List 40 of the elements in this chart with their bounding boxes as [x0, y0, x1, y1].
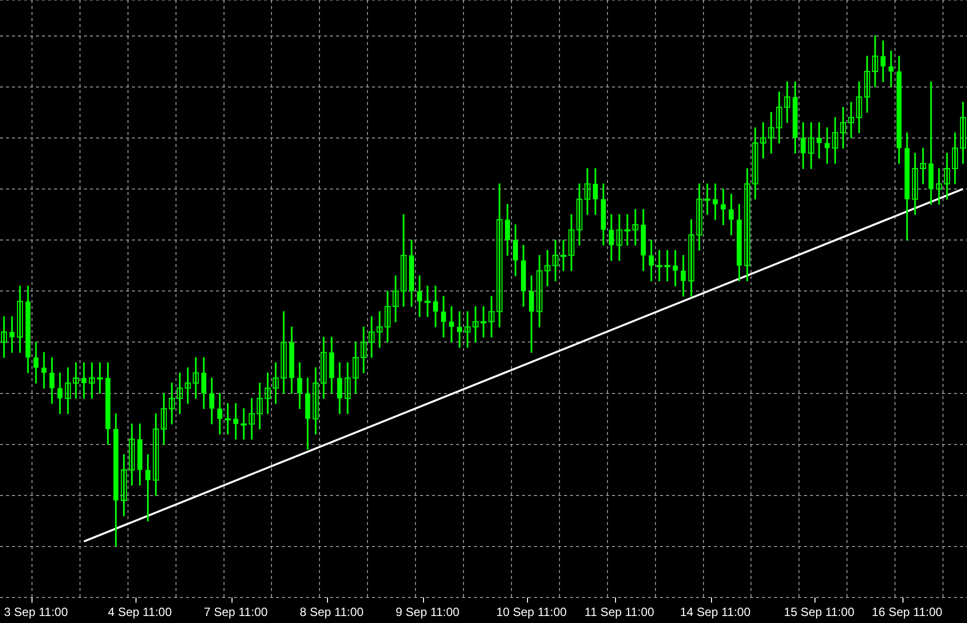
x-tick-label: 4 Sep 11:00 [108, 605, 172, 620]
candlestick [64, 367, 71, 414]
candlestick [417, 275, 422, 318]
x-tick-label: 3 Sep 11:00 [4, 605, 68, 620]
candlestick [41, 352, 46, 389]
candlestick [472, 306, 479, 343]
candlestick [552, 240, 558, 282]
x-tick-label: 8 Sep 11:00 [300, 605, 364, 620]
x-tick-label: 16 Sep 11:00 [872, 605, 943, 620]
candlestick [424, 286, 431, 318]
candlestick [449, 306, 454, 343]
x-tick-label: 7 Sep 11:00 [204, 605, 268, 620]
candlestick [920, 148, 926, 184]
candlestick [888, 50, 894, 88]
candlestick [496, 184, 502, 328]
candlestick [960, 102, 966, 164]
candlestick [57, 372, 62, 414]
candlestick [928, 81, 934, 205]
candlestick [72, 362, 79, 399]
candlestick [457, 311, 462, 348]
candlestick [936, 168, 942, 205]
candlestick [33, 342, 38, 384]
candlestick [944, 152, 950, 200]
candlestick [441, 296, 446, 338]
x-tick-label: 11 Sep 11:00 [584, 605, 654, 620]
candlestick [9, 316, 14, 353]
candlestick [480, 306, 486, 338]
candlestick [536, 255, 542, 328]
x-tick-label: 9 Sep 11:00 [396, 605, 460, 620]
candlestick [912, 152, 918, 215]
x-tick-label: 14 Sep 11:00 [680, 605, 751, 620]
candlestick [544, 250, 550, 286]
x-tick-label: 15 Sep 11:00 [784, 605, 855, 620]
candlestick [16, 286, 23, 353]
x-tick-label: 10 Sep 11:00 [496, 605, 568, 620]
candlestick [952, 132, 958, 184]
candlestick [0, 316, 7, 358]
candlestick [464, 311, 471, 348]
candlestick [488, 296, 494, 338]
candlestick [433, 286, 438, 328]
